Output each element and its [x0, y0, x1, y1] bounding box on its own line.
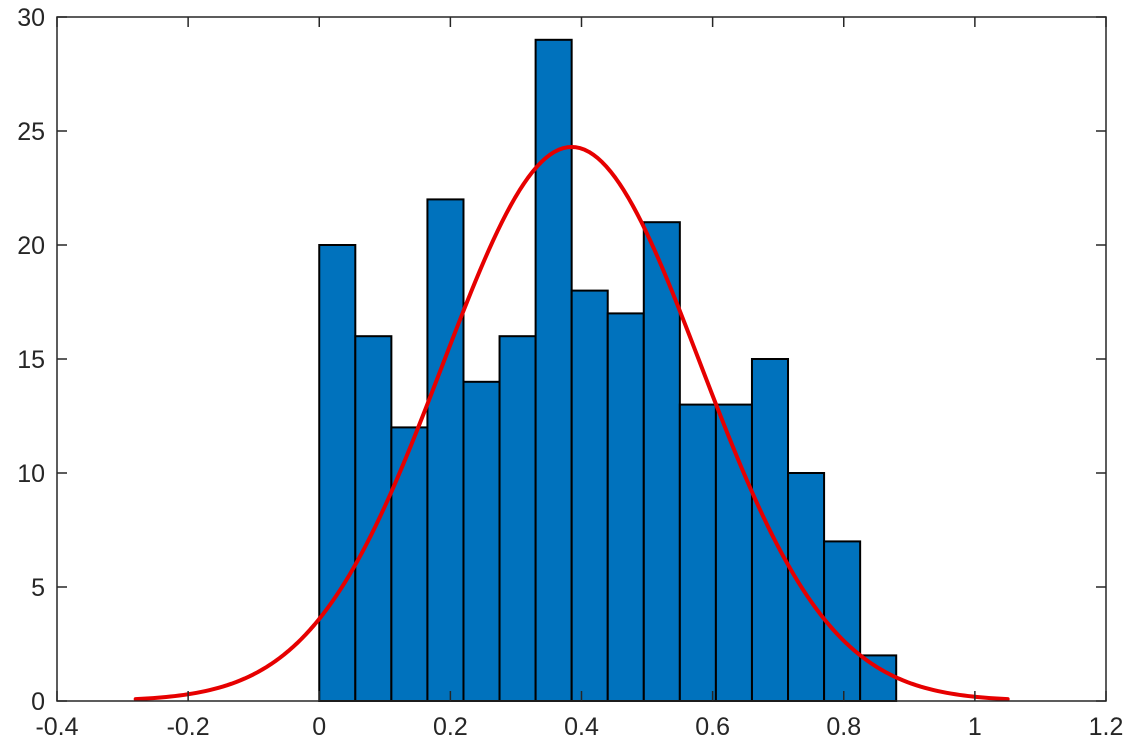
x-tick-labels: -0.4 -0.2 0 0.2 0.4 0.6 0.8 1 1.2	[35, 713, 1123, 741]
histogram-bar	[859, 654, 898, 703]
x-tick-label: 0.8	[826, 713, 861, 741]
y-tick-label: 5	[31, 574, 45, 602]
axes	[56, 16, 1107, 702]
histogram-bar	[570, 289, 609, 702]
histogram-bar	[606, 312, 645, 702]
y-tick-label: 20	[17, 232, 45, 260]
fit-curve-group	[133, 144, 1010, 702]
x-tick-label: -0.4	[35, 713, 78, 741]
x-tick-label: -0.2	[167, 713, 210, 741]
x-tick-label: 0.2	[433, 713, 468, 741]
histogram-bars	[318, 38, 898, 703]
fit-curve-line	[133, 144, 1010, 702]
x-tick-label: 1	[968, 713, 982, 741]
y-tick-label: 0	[31, 688, 45, 716]
histogram-bar	[354, 335, 393, 702]
x-tick-label: 0	[312, 713, 326, 741]
y-tick-label: 15	[17, 346, 45, 374]
histogram-bar	[642, 221, 681, 702]
y-tick-label: 30	[17, 4, 45, 32]
histogram-bar	[318, 244, 357, 702]
histogram-bar	[390, 426, 429, 702]
histogram-bar	[498, 335, 537, 702]
y-tick-label: 10	[17, 460, 45, 488]
histogram-bar	[534, 38, 573, 703]
histogram-bar	[823, 540, 862, 703]
y-tick-label: 25	[17, 118, 45, 146]
x-tick-label: 1.2	[1089, 713, 1124, 741]
histogram-bar	[426, 198, 465, 702]
y-tick-labels: 0 5 10 15 20 25 30	[17, 4, 45, 716]
x-tick-label: 0.4	[564, 713, 599, 741]
histogram-bar	[787, 472, 826, 702]
histogram-bar	[462, 380, 501, 702]
x-tick-label: 0.6	[695, 713, 730, 741]
histogram-bar	[678, 403, 717, 702]
